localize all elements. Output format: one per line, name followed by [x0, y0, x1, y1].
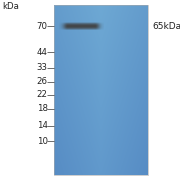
Text: 70: 70 [37, 22, 48, 31]
Text: 22: 22 [37, 90, 48, 99]
Text: kDa: kDa [2, 2, 19, 11]
Text: 65kDa: 65kDa [152, 22, 180, 31]
Bar [54, 5, 148, 175]
Text: 18: 18 [37, 104, 48, 113]
Text: 44: 44 [37, 48, 48, 57]
Text: 33: 33 [37, 63, 48, 72]
Text: 26: 26 [37, 77, 48, 86]
Text: 14: 14 [37, 122, 48, 130]
Text: 10: 10 [37, 137, 48, 146]
